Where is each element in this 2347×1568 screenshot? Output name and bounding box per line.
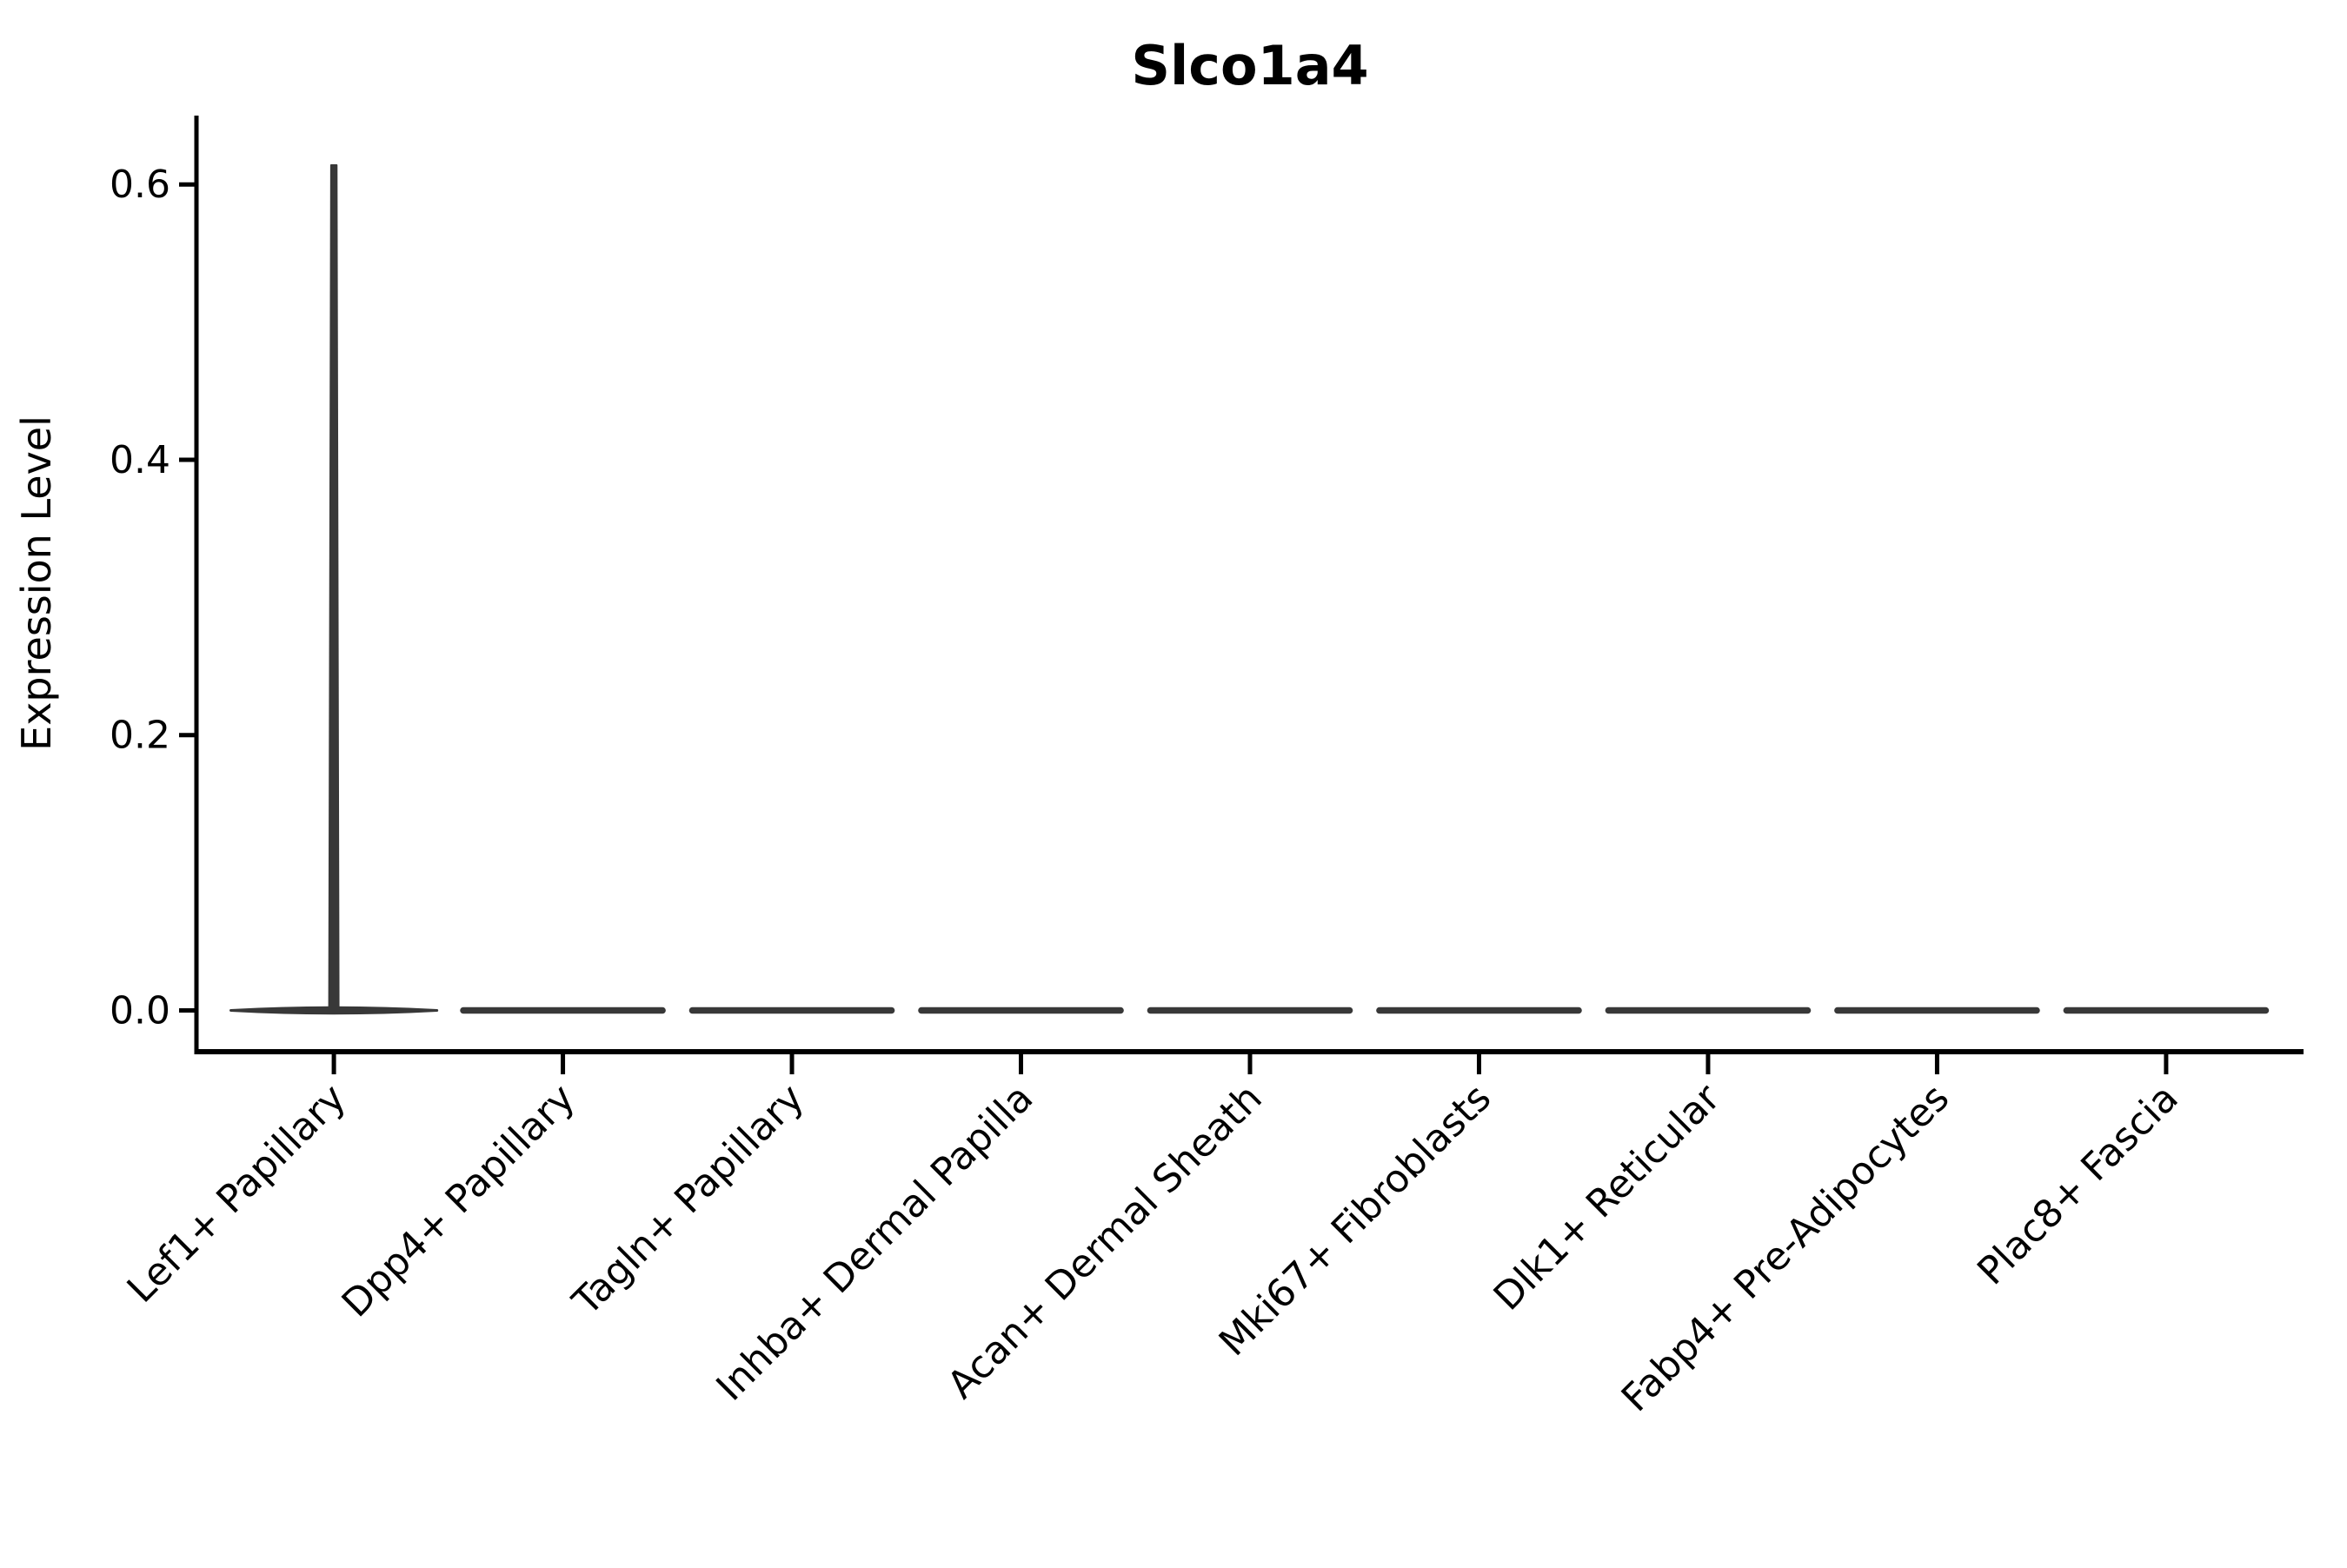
- violins-layer: [229, 164, 2270, 1015]
- y-tick-label: 0.4: [110, 438, 170, 482]
- y-tick-label: 0.0: [110, 988, 170, 1033]
- y-axis-label: Expression Level: [13, 415, 60, 751]
- y-tick-label: 0.2: [110, 714, 170, 758]
- chart-title: Slco1a4: [1131, 34, 1368, 97]
- x-tick-label: Dlk1+ Reticular: [1486, 1075, 1730, 1319]
- violin-spike: [328, 164, 340, 1013]
- x-tick-label: Lef1+ Papillary: [119, 1076, 355, 1312]
- y-tick-label: 0.6: [110, 163, 170, 207]
- x-tick-label: Tagln+ Papillary: [564, 1076, 813, 1325]
- x-tick-label: Dpp4+ Papillary: [334, 1076, 584, 1326]
- x-tick-label: Plac8+ Fascia: [1969, 1076, 2187, 1294]
